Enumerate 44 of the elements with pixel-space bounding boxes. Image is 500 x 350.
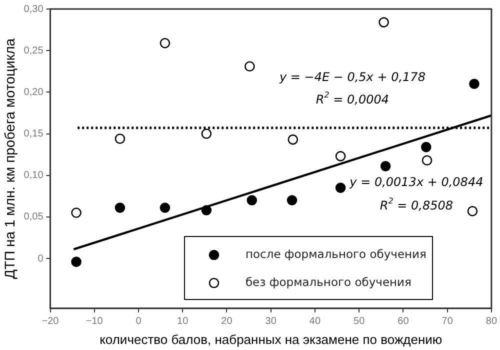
y-tick-label: 0,25 [24, 45, 44, 56]
x-tick-label: 20 [221, 316, 233, 328]
point [201, 205, 212, 216]
y-tick-label: 0 [38, 253, 44, 264]
y-tick-label: 0,15 [24, 128, 44, 140]
point [469, 78, 480, 89]
point [160, 38, 170, 48]
x-tick-label: 60 [398, 316, 410, 328]
x-tick-label: 50 [354, 316, 366, 328]
point [114, 202, 126, 213]
point [160, 202, 170, 213]
x-tick-label: 70 [442, 316, 454, 328]
y-tick-label: 0,05 [24, 212, 44, 223]
y-tick-label: 0,20 [24, 86, 44, 98]
point [114, 134, 126, 144]
y-tick-label: 0,30 [24, 4, 44, 15]
x-tick-label: 10 [177, 316, 189, 328]
y-axis-title: ДТП на 1 млн. км пробега мотоцикла [1, 38, 18, 279]
point [244, 61, 255, 72]
point [71, 256, 82, 267]
point [378, 17, 389, 28]
legend-label: без формального обучения [245, 275, 412, 290]
point [422, 155, 432, 166]
annotation: y = 0,0013x + 0,0844 [348, 174, 484, 189]
x-tick-label: 40 [309, 316, 321, 328]
point [420, 142, 432, 152]
point [380, 161, 391, 172]
point [467, 206, 478, 216]
point [335, 182, 346, 193]
point [71, 208, 82, 218]
x-tick-label: 80 [486, 316, 498, 328]
point [288, 134, 298, 145]
point [246, 195, 258, 206]
point [335, 151, 346, 162]
x-tick-label: 0 [136, 316, 142, 328]
legend-label: после формального обучения [245, 247, 426, 262]
x-tick-label: −10 [86, 316, 104, 328]
x-tick-label: 30 [265, 316, 277, 328]
annotation: y = −4E − 0,5x + 0,178 [278, 70, 426, 84]
point [286, 195, 298, 206]
x-tick-label: −20 [42, 316, 60, 328]
x-axis-title: количество балов, набранных на экзамене по вождению [100, 332, 442, 347]
point [201, 128, 212, 139]
y-tick-label: 0,10 [24, 170, 44, 182]
